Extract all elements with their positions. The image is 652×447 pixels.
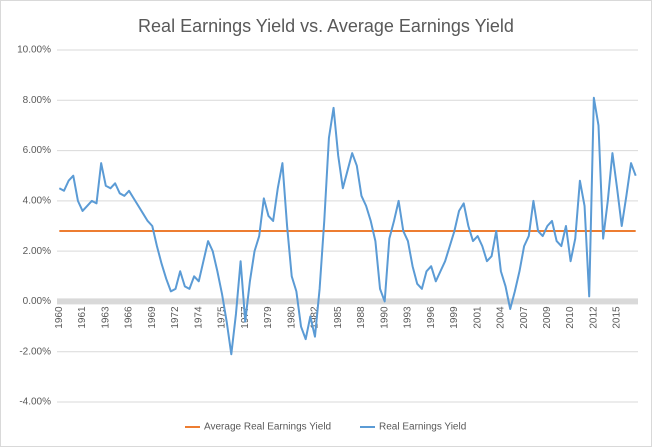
x-tick-label: 2010 <box>565 306 576 329</box>
x-tick-label: 2009 <box>542 306 553 329</box>
series-line <box>58 96 637 356</box>
y-tick-label: 10.00% <box>17 45 51 56</box>
x-tick-label: 1975 <box>217 306 228 329</box>
x-tick-label: 1972 <box>170 306 181 329</box>
x-tick-label: 1993 <box>403 306 414 329</box>
x-tick-label: 2004 <box>496 306 507 329</box>
y-tick-label: 6.00% <box>23 145 51 156</box>
x-tick-label: 1960 <box>54 306 65 329</box>
x-tick-label: 1980 <box>286 306 297 329</box>
y-tick-label: 2.00% <box>23 246 51 257</box>
x-tick-label: 1999 <box>449 306 460 329</box>
x-tick-label: 1988 <box>356 306 367 329</box>
legend-label: Real Earnings Yield <box>379 422 466 433</box>
y-tick-label: 4.00% <box>23 195 51 206</box>
x-tick-label: 1974 <box>193 306 204 329</box>
x-tick-label: 2015 <box>612 306 623 329</box>
x-tick-label: 2012 <box>588 306 599 329</box>
y-tick-label: 8.00% <box>23 95 51 106</box>
x-tick-label: 1963 <box>100 306 111 329</box>
x-tick-label: 1996 <box>426 306 437 329</box>
x-tick-label: 1985 <box>333 306 344 329</box>
y-tick-label: -2.00% <box>19 346 51 357</box>
x-tick-label: 1961 <box>77 306 88 329</box>
chart-title: Real Earnings Yield vs. Average Earnings… <box>138 16 514 36</box>
x-tick-label: 1969 <box>147 306 158 329</box>
x-tick-label: 1982 <box>310 306 321 329</box>
y-tick-label: 0.00% <box>23 296 51 307</box>
x-tick-label: 1990 <box>379 306 390 329</box>
x-tick-label: 2007 <box>519 306 530 329</box>
legend-label: Average Real Earnings Yield <box>204 422 331 433</box>
x-tick-label: 1979 <box>263 306 274 329</box>
x-tick-label: 2001 <box>472 306 483 329</box>
x-tick-label: 1966 <box>124 306 135 329</box>
y-tick-label: -4.00% <box>19 397 51 408</box>
